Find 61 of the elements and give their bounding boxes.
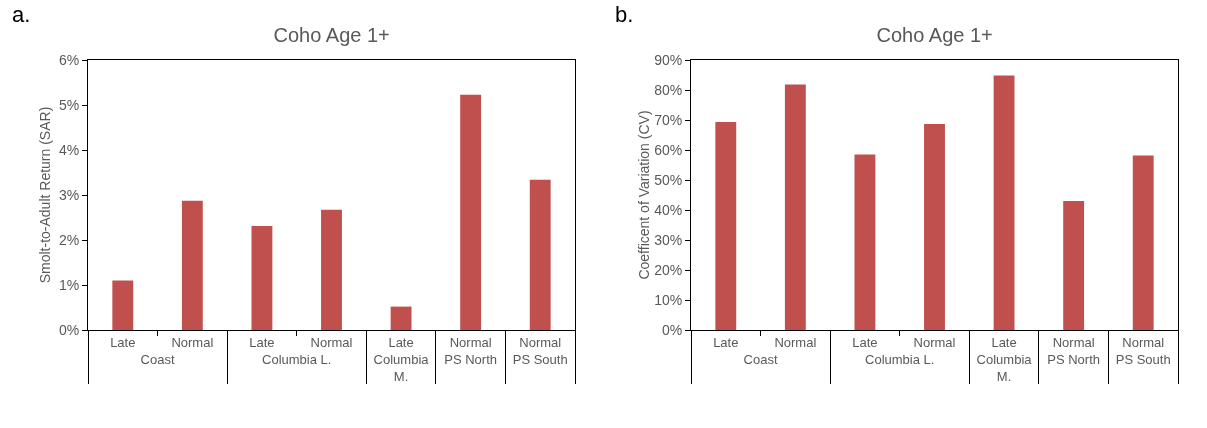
bar	[1063, 201, 1085, 330]
bar	[112, 280, 134, 330]
text: PS South	[1115, 351, 1171, 367]
x-tick-label: Late	[110, 334, 136, 350]
x-tick-label: Normal	[774, 334, 817, 350]
text: Columbia L.	[865, 351, 935, 367]
x-tick-label: Normal	[913, 334, 956, 350]
y-tick-label: 30%	[654, 231, 683, 248]
x-tick-label: Normal	[519, 334, 562, 350]
chart-title: Coho Age 1+	[876, 23, 993, 46]
x-tick-label: Normal	[449, 334, 492, 350]
text: b.	[615, 2, 634, 27]
y-tick-label: 10%	[654, 291, 683, 308]
y-tick-label: 1%	[58, 276, 80, 293]
y-tick-label: 20%	[654, 261, 683, 278]
y-tick-label: 90%	[654, 51, 683, 68]
y-tick-label: 60%	[654, 141, 683, 158]
bar	[321, 209, 342, 330]
y-tick-label: 70%	[654, 111, 683, 128]
text: PS North	[1047, 351, 1101, 367]
y-axis-title: Coefficent of Variation (CV)	[636, 110, 653, 280]
text: Columbia M.	[373, 351, 430, 384]
x-tick-label: Late	[713, 334, 739, 350]
bar	[529, 179, 551, 330]
bar	[251, 226, 273, 330]
x-tick-label: Late	[991, 334, 1017, 350]
x-tick-label: Late	[852, 334, 878, 350]
x-tick-label: Late	[388, 334, 414, 350]
y-tick-label: 5%	[58, 96, 80, 113]
chart-title: Coho Age 1+	[273, 23, 390, 46]
y-tick-label: 80%	[654, 81, 683, 98]
x-tick-label: Normal	[310, 334, 353, 350]
bar	[924, 123, 945, 330]
x-tick-label: Normal	[1052, 334, 1095, 350]
bar	[460, 94, 482, 330]
text: a.	[12, 2, 31, 27]
bar	[784, 84, 806, 330]
bar	[854, 154, 876, 330]
y-axis-title: Smolt-to-Adult Return (SAR)	[37, 106, 53, 284]
bar	[993, 75, 1015, 330]
text: Columbia M.	[976, 351, 1033, 384]
text: Coast	[743, 351, 778, 367]
text: Columbia L.	[262, 351, 332, 367]
y-tick-label: 40%	[654, 201, 683, 218]
bar	[1132, 155, 1154, 330]
y-tick-label: 4%	[58, 141, 80, 158]
x-tick-label: Normal	[171, 334, 214, 350]
bar	[390, 306, 412, 330]
x-tick-label: Normal	[1122, 334, 1165, 350]
text: PS South	[512, 351, 568, 367]
bar	[715, 122, 737, 330]
y-tick-label: 6%	[58, 51, 80, 68]
y-tick-label: 3%	[58, 186, 80, 203]
y-tick-label: 0%	[58, 321, 80, 338]
x-tick-label: Late	[249, 334, 275, 350]
y-tick-label: 0%	[661, 321, 683, 338]
bar	[181, 200, 203, 330]
text: Coast	[140, 351, 175, 367]
text: PS North	[444, 351, 498, 367]
y-tick-label: 2%	[58, 231, 80, 248]
y-tick-label: 50%	[654, 171, 683, 188]
